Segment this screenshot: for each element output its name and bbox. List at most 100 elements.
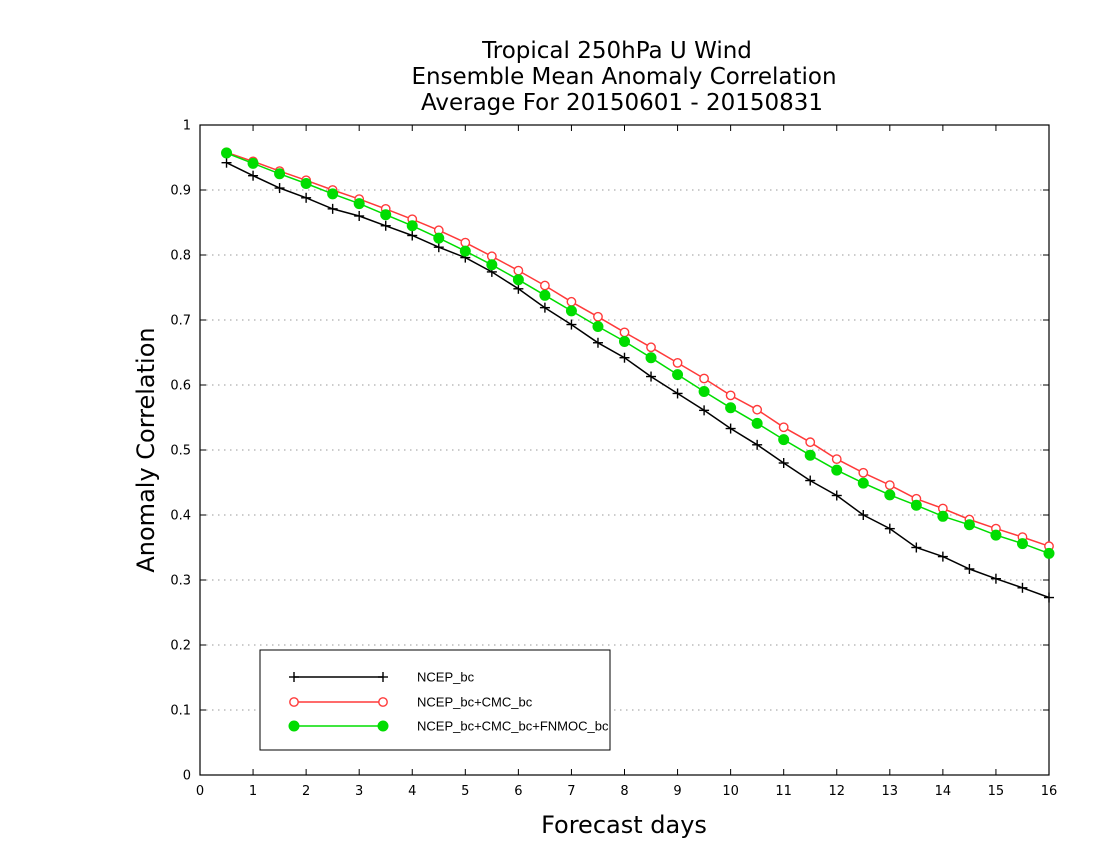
series-line [226, 162, 1050, 599]
x-tick-label: 6 [514, 784, 522, 799]
data-point [672, 369, 684, 381]
data-point [565, 305, 577, 317]
data-point [831, 464, 843, 476]
data-point [327, 203, 338, 214]
series-lines [221, 147, 1055, 603]
data-point [619, 327, 630, 338]
y-tick-label: 0.7 [170, 314, 191, 329]
data-point [699, 405, 710, 416]
data-point [247, 157, 259, 169]
x-axis-label: Forecast days [541, 811, 707, 839]
data-point [937, 510, 949, 522]
data-point [1017, 582, 1028, 593]
y-tick-label: 0.9 [170, 184, 191, 199]
y-tick-label: 0.3 [170, 574, 191, 589]
data-point [805, 475, 816, 486]
x-tick-label: 7 [567, 784, 575, 799]
legend-entry: NCEP_bc+CMC_bc+FNMOC_bc [288, 719, 609, 734]
x-tick-label: 4 [408, 784, 416, 799]
legend-box [259, 649, 611, 751]
data-point [566, 296, 577, 307]
legend-label: NCEP_bc+CMC_bc+FNMOC_bc [417, 719, 609, 734]
data-point [963, 519, 975, 531]
x-tick-label: 3 [355, 784, 363, 799]
data-point [301, 192, 312, 203]
data-point [486, 259, 498, 271]
data-point [858, 510, 869, 520]
chart-title: Tropical 250hPa U Wind Ensemble Mean Ano… [411, 38, 836, 116]
data-point [539, 289, 551, 301]
y-axis-label: Anomaly Correlation [132, 327, 160, 572]
y-tick-label: 0.5 [170, 444, 191, 459]
legend: NCEP_bc NCEP_bc+CMC_bc NCEP_bc+CMC_bc+FNMO… [259, 649, 611, 751]
data-point [804, 449, 816, 461]
data-point [1044, 592, 1054, 603]
y-tick-label: 0.4 [170, 509, 191, 524]
data-point [1016, 538, 1028, 550]
data-point [751, 417, 763, 429]
data-point [248, 170, 259, 181]
data-point [592, 337, 603, 348]
title-line-1: Tropical 250hPa U Wind [481, 38, 752, 64]
data-point [857, 477, 869, 489]
title-line-2: Ensemble Mean Anomaly Correlation [411, 64, 836, 90]
data-point [646, 371, 657, 382]
x-tick-label: 8 [620, 784, 628, 799]
data-point [805, 437, 816, 448]
data-point [486, 251, 497, 262]
data-point [752, 404, 763, 415]
data-point [289, 697, 299, 707]
data-point [566, 319, 577, 330]
data-point [778, 434, 790, 446]
data-point [593, 311, 603, 322]
data-point [725, 402, 737, 414]
data-point [221, 147, 233, 159]
data-point [433, 232, 445, 244]
data-point [831, 490, 842, 501]
series-NCEP_bc+CMC_bc+FNMOC_bc [221, 147, 1055, 559]
data-point [831, 454, 842, 464]
y-tick-label: 0.6 [170, 379, 191, 394]
x-tick-label: 1 [249, 784, 257, 799]
legend-entry: NCEP_bc+CMC_bc [289, 695, 533, 710]
data-point [964, 563, 975, 574]
data-point [937, 551, 948, 562]
data-point [513, 265, 524, 276]
legend-entry: NCEP_bc [289, 670, 475, 685]
data-point [433, 242, 444, 253]
data-point [619, 352, 630, 363]
data-point [672, 388, 683, 399]
data-point [910, 499, 922, 511]
y-tick-label: 0.2 [170, 639, 191, 654]
data-point [540, 280, 550, 291]
data-point [221, 157, 232, 168]
data-point [884, 523, 895, 534]
data-point [645, 352, 657, 364]
data-point [858, 467, 869, 478]
axis-ticks: 00.10.20.30.40.50.60.70.80.910 1 2 3 4 5 6 7 8 9 1… [170, 119, 1057, 800]
data-point [300, 178, 312, 189]
y-tick-label: 0.8 [170, 249, 191, 264]
data-point [778, 422, 789, 433]
title-line-3: Average For 20150601 - 20150831 [421, 90, 823, 116]
x-tick-label: 9 [673, 784, 681, 799]
data-point [380, 220, 391, 231]
data-point [884, 480, 895, 490]
data-point [698, 386, 710, 397]
data-point [911, 542, 922, 553]
x-tick-label: 11 [775, 784, 792, 799]
data-point [513, 283, 524, 294]
data-point [619, 335, 630, 347]
data-point [990, 573, 1001, 584]
x-tick-label: 15 [988, 784, 1005, 799]
data-point [460, 237, 471, 248]
x-tick-label: 14 [935, 784, 952, 799]
x-tick-label: 10 [722, 784, 739, 799]
data-point [752, 439, 763, 450]
data-point [354, 211, 365, 221]
data-point [288, 720, 300, 732]
series-NCEP_bc [221, 157, 1054, 603]
data-point [353, 198, 365, 210]
data-point [378, 697, 388, 707]
